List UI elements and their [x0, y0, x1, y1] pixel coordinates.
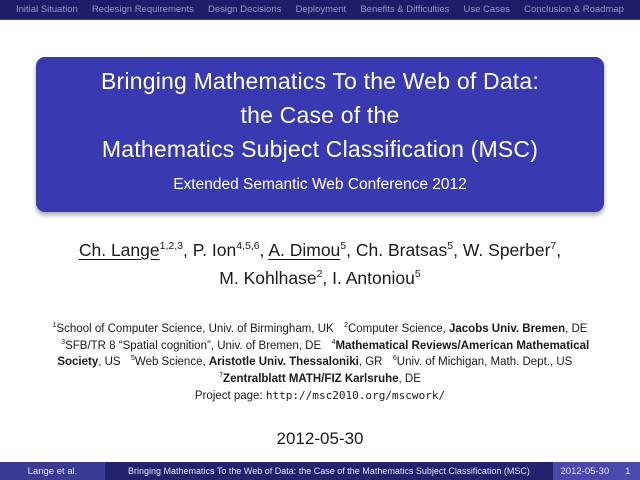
text-segment: 5 — [340, 240, 347, 253]
nav-section[interactable]: Initial Situation — [16, 4, 78, 15]
text-segment: , — [453, 240, 463, 260]
text-segment: Computer Science, — [347, 323, 449, 335]
text-segment: Univ. of Michigan, Math. Dept., US — [396, 356, 573, 368]
title-box: Bringing Mathematics To the Web of Data:… — [36, 57, 604, 212]
text-segment: 1,2,3 — [159, 240, 183, 253]
text-segment: Jacobs Univ. Bremen — [448, 323, 566, 335]
project-url[interactable]: http://msc2010.org/mscwork/ — [265, 389, 446, 402]
footer-date-page: 2012-05-30 1 — [552, 462, 640, 480]
text-segment: 7 — [219, 370, 224, 379]
text-segment: 4 — [331, 337, 336, 346]
footer-title-label: Bringing Mathematics To the Web of Data:… — [128, 466, 530, 476]
text-segment: 5 — [414, 268, 421, 281]
text-segment: Mathematical Reviews/American Mathematic… — [57, 339, 590, 369]
footer-page-number: 1 — [625, 465, 631, 477]
slide-date: 2012-05-30 — [276, 429, 364, 448]
text-segment: , DE — [398, 372, 421, 385]
text-segment: Web Science, — [134, 356, 209, 368]
footer-authors-label: Lange et al. — [27, 465, 78, 477]
footer-title: Bringing Mathematics To the Web of Data:… — [104, 462, 553, 480]
footer-authors: Lange et al. — [0, 462, 105, 480]
footer-date: 2012-05-30 — [560, 465, 610, 477]
text-segment: , — [322, 268, 333, 288]
section-nav: Initial Situation Redesign Requirements De… — [0, 0, 640, 20]
text-segment: M. Kohlhase — [219, 268, 317, 288]
nav-section[interactable]: Deployment — [295, 4, 347, 15]
text-segment: Project page: — [194, 390, 266, 402]
text-segment: , GR — [358, 356, 383, 368]
text-segment: School of Computer Science, Univ. of Bir… — [56, 323, 334, 335]
slide-title-line: the Case of the — [240, 102, 400, 128]
text-segment: , US — [98, 356, 121, 368]
text-segment: 4,5,6 — [236, 240, 260, 253]
text-segment: A. Dimou — [268, 240, 341, 260]
nav-section[interactable]: Benefits & Difficulties — [360, 4, 450, 15]
slide-subtitle: Extended Semantic Web Conference 2012 — [173, 176, 467, 193]
text-segment: 3 — [61, 337, 66, 346]
text-segment: Ch. Lange — [78, 240, 160, 260]
footer-bar: Lange et al. Bringing Mathematics To the… — [0, 462, 640, 480]
text-segment: P. Ion — [192, 240, 237, 260]
affiliation-list: 1School of Computer Science, Univ. of Bi… — [50, 321, 590, 387]
text-segment: 2 — [344, 321, 348, 330]
text-segment: , — [259, 240, 269, 260]
slide-title-line: Mathematics Subject Classification (MSC) — [101, 136, 539, 162]
text-segment: W. Sperber — [462, 240, 551, 260]
slide-title: Bringing Mathematics To the Web of Data:… — [36, 64, 604, 166]
text-segment: 5 — [447, 240, 454, 253]
text-segment: 6 — [392, 354, 397, 363]
nav-section[interactable]: Conclusion & Roadmap — [524, 4, 624, 15]
nav-section[interactable]: Design Decisions — [207, 4, 282, 15]
text-segment: I. Antoniou — [332, 268, 415, 288]
text-segment: , — [556, 240, 562, 260]
text-segment: 1 — [52, 321, 57, 330]
slide-title-line: Bringing Mathematics To the Web of Data: — [101, 68, 539, 94]
nav-section[interactable]: Use Cases — [463, 4, 510, 15]
text-segment: Zentralblatt MATH/FIZ Karlsruhe — [223, 372, 399, 385]
text-segment: , — [346, 240, 356, 260]
author-list: Ch. Lange1,2,3, P. Ion4,5,6, A. Dimou5, … — [40, 236, 600, 292]
text-segment: , DE — [565, 323, 588, 335]
text-segment: Ch. Bratsas — [355, 240, 448, 260]
text-segment: Aristotle Univ. Thessaloniki — [208, 356, 359, 368]
nav-section[interactable]: Redesign Requirements — [91, 4, 194, 15]
text-segment: 2 — [316, 268, 323, 281]
project-page-line: Project page: http://msc2010.org/mscwork… — [50, 389, 590, 402]
text-segment: 5 — [130, 354, 135, 363]
text-segment: SFB/TR 8 “Spatial cognition”, Univ. of B… — [65, 339, 322, 352]
text-segment: 7 — [550, 240, 557, 253]
text-segment: , — [182, 240, 193, 260]
